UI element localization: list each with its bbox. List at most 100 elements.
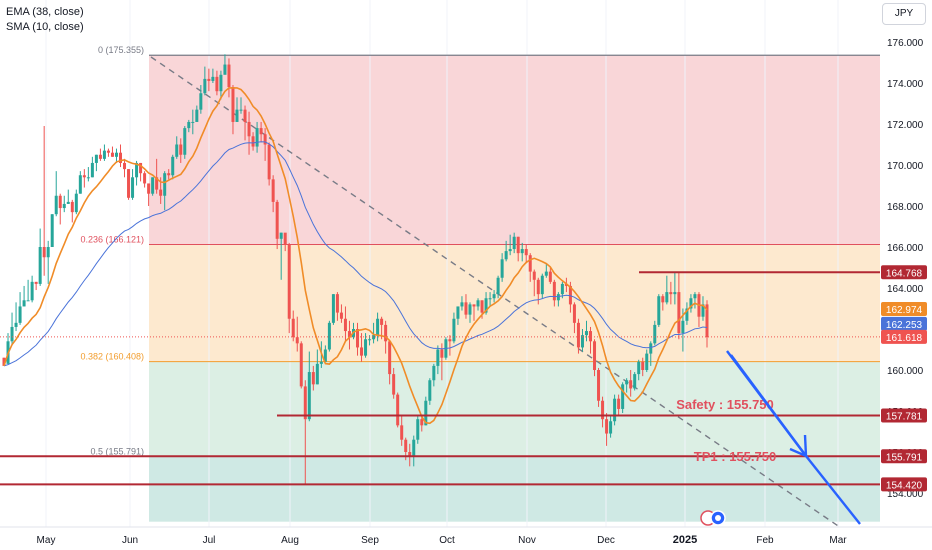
event-icon-2-dot [715,515,721,521]
sma-legend[interactable]: SMA (10, close) [6,21,84,33]
candle-body-70 [283,232,287,245]
candle-body-97 [392,374,396,395]
x-tick-6: Nov [518,535,536,546]
fib-label-2: 0.382 (160.408) [80,352,144,362]
candle-body-65 [263,134,267,145]
time-axis[interactable]: May Jun Jul Aug Sep Oct Nov Dec 2025 Feb Mar [0,526,932,550]
candle-body-133 [536,279,540,295]
candle-body-134 [540,275,544,295]
candle-body-175 [705,304,709,338]
fibonacci-zones [149,55,880,522]
candle-body-114 [460,302,464,307]
candle-body-38 [155,177,159,190]
candle-body-44 [179,144,183,155]
candle-body-163 [657,296,661,325]
price-tag-label-2: 162.253 [886,320,923,331]
zone-0.5-below [149,456,880,522]
candle-body-144 [580,335,584,348]
indicator-legend[interactable]: EMA (38, close) SMA (10, close) [6,5,84,35]
candle-body-92 [372,335,376,340]
candle-body-7 [30,281,34,301]
candle-body-102 [412,439,416,457]
candle-body-105 [424,400,428,426]
candle-body-46 [187,121,191,129]
candle-body-74 [299,343,303,387]
horizontal-levels[interactable] [0,271,880,486]
y-tick-3: 170.000 [887,161,924,172]
candle-body-122 [492,294,496,299]
y-tick-8: 160.000 [887,366,924,377]
candle-body-8 [34,281,38,284]
candle-body-150 [605,419,609,434]
candle-body-101 [408,452,412,457]
candle-body-154 [621,384,625,409]
y-tick-5: 166.000 [887,243,924,254]
event-icons[interactable] [700,510,726,526]
price-tag-2 [881,316,927,331]
zone-0.382-0.5 [149,361,880,457]
time-axis-bg [0,527,932,550]
candle-body-128 [516,236,520,254]
candle-body-66 [267,144,271,180]
candle-body-2 [10,326,14,342]
candle-body-6 [26,300,30,302]
candle-body-23 [94,154,98,163]
projection-arrow [726,350,861,525]
candle-body-53 [215,76,219,92]
candle-body-155 [625,380,629,385]
candle-body-91 [368,339,372,341]
candle-body-164 [661,296,665,303]
candle-body-85 [343,318,347,332]
candle-body-94 [380,318,384,325]
y-tick-4: 168.000 [887,202,924,213]
candle-body-156 [629,380,633,389]
candle-body-145 [584,331,588,336]
candle-body-168 [677,292,681,334]
candle-body-112 [452,318,456,342]
ema-legend[interactable]: EMA (38, close) [6,6,84,18]
candle-body-137 [552,281,556,301]
candle-body-4 [18,306,22,323]
price-tag-1 [881,302,927,317]
moving-averages [3,87,708,425]
candle-body-26 [106,150,110,153]
price-tag-5 [881,449,927,464]
price-tag-label-6: 154.420 [886,480,923,491]
x-tick-5: Oct [439,535,455,546]
price-tag-3 [881,329,927,344]
candle-body-116 [468,304,472,315]
candle-body-9 [38,247,42,284]
candle-body-15 [62,203,66,209]
zone-0-0.236 [149,55,880,245]
currency-button[interactable]: JPY [882,3,926,25]
candle-body-123 [496,277,500,295]
price-tag-0 [881,265,927,280]
candle-body-16 [66,201,70,204]
x-tick-7: Dec [597,535,615,546]
candle-body-148 [597,370,601,401]
candle-body-57 [231,87,235,122]
grid [45,0,839,527]
candle-body-28 [114,152,118,157]
candle-body-113 [456,306,460,319]
candle-body-63 [255,128,259,147]
candle-body-151 [609,421,613,434]
candle-body-78 [315,363,319,385]
candle-body-143 [576,322,580,348]
candle-body-76 [307,372,311,420]
candle-body-29 [118,152,122,163]
candle-body-69 [279,232,283,239]
price-tag-6 [881,477,927,492]
price-tag-label-3: 161.618 [886,333,923,344]
candle-body-86 [347,331,351,338]
y-tick-1: 174.000 [887,79,924,90]
candle-body-142 [572,304,576,323]
safety-annotation: Safety : 155.750 [676,397,774,412]
candle-body-111 [448,339,452,342]
y-tick-0: 176.000 [887,38,924,49]
y-tick-6: 164.000 [887,284,924,295]
price-axis[interactable]: 176.000 174.000 172.000 170.000 168.000 166.0… [880,0,932,550]
candle-body-58 [235,109,239,122]
candle-body-11 [46,247,50,258]
